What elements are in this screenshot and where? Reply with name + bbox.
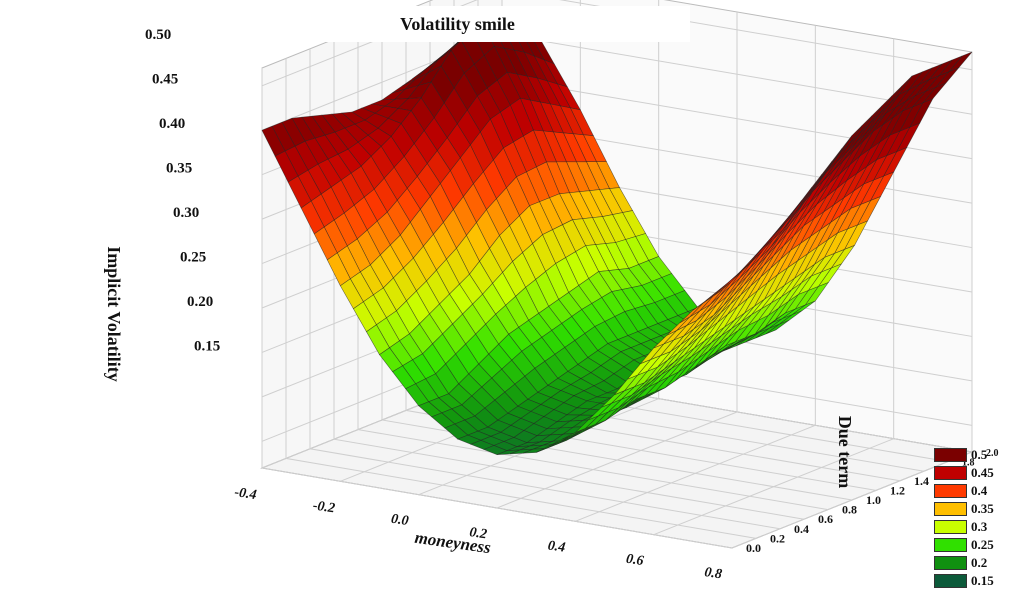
- legend-swatch: [934, 520, 967, 534]
- surface-plot: [261, 16, 973, 455]
- z-axis-label: Implicit Volatility: [104, 246, 124, 382]
- y-tick-label: 1.4: [914, 474, 929, 488]
- y-tick-label: 1.2: [890, 483, 905, 497]
- y-tick-label: 0.6: [818, 512, 833, 526]
- legend-item: 0.4: [934, 482, 1009, 500]
- legend-item: 0.45: [934, 464, 1009, 482]
- z-tick-label: 0.45: [152, 72, 178, 88]
- z-tick-label: 0.25: [180, 249, 206, 265]
- y-tick-label: 1.0: [866, 493, 881, 507]
- legend-item: 0.15: [934, 572, 1009, 590]
- legend-swatch: [934, 502, 967, 516]
- legend-label: 0.3: [971, 519, 988, 534]
- z-tick-label: 0.20: [187, 294, 213, 310]
- legend-label: 0.35: [971, 501, 994, 516]
- z-tick-label: 0.30: [173, 205, 199, 221]
- y-tick-label: 0.0: [746, 541, 761, 555]
- x-tick-label: -0.4: [233, 485, 257, 503]
- y-tick-label: 2.0: [986, 448, 999, 459]
- y-tick-label: 1.8: [962, 458, 975, 469]
- legend-item: 0.35: [934, 500, 1009, 518]
- y-axis-label: Due term: [835, 416, 855, 488]
- legend-swatch: [934, 538, 967, 552]
- legend-swatch: [934, 448, 967, 462]
- x-tick-label: 0.8: [703, 565, 722, 582]
- legend-label: 0.25: [971, 537, 994, 552]
- legend-label: 0.15: [971, 573, 994, 588]
- legend-label: 0.4: [971, 483, 988, 498]
- legend-item: 0.25: [934, 536, 1009, 554]
- legend-item: 0.2: [934, 554, 1009, 572]
- legend-swatch: [934, 484, 967, 498]
- legend-label: 0.5: [971, 447, 988, 462]
- color-legend: 0.5 0.45 0.4 0.35 0.3 0.25 0.2 0.15: [934, 446, 1009, 590]
- legend-item: 0.3: [934, 518, 1009, 536]
- y-grid-line: [261, 68, 733, 549]
- legend-swatch: [934, 574, 967, 588]
- z-tick-label: 0.50: [145, 27, 171, 43]
- y-tick-label: 0.2: [770, 531, 785, 545]
- y-grid-line: [285, 58, 757, 539]
- legend-swatch: [934, 466, 967, 480]
- x-tick-label: -0.2: [312, 498, 336, 516]
- z-tick-label: 0.40: [159, 116, 185, 132]
- y-tick-label: 0.4: [794, 522, 809, 536]
- z-tick-label: 0.35: [166, 161, 192, 177]
- legend-label: 0.45: [971, 465, 994, 480]
- legend-label: 0.2: [971, 555, 988, 570]
- x-tick-label: 0.2: [468, 525, 487, 542]
- x-tick-label: 0.6: [625, 552, 644, 569]
- x-tick-label: 0.4: [547, 538, 566, 555]
- legend-item: 0.5: [934, 446, 1009, 464]
- chart-title: Volatility smile: [400, 14, 515, 34]
- legend-swatch: [934, 556, 967, 570]
- surface-patch: [718, 271, 743, 292]
- title-area: Volatility smile: [225, 6, 690, 42]
- z-tick-label: 0.15: [194, 338, 220, 354]
- y-tick-label: 0.8: [842, 503, 857, 517]
- x-tick-label: 0.0: [390, 512, 409, 529]
